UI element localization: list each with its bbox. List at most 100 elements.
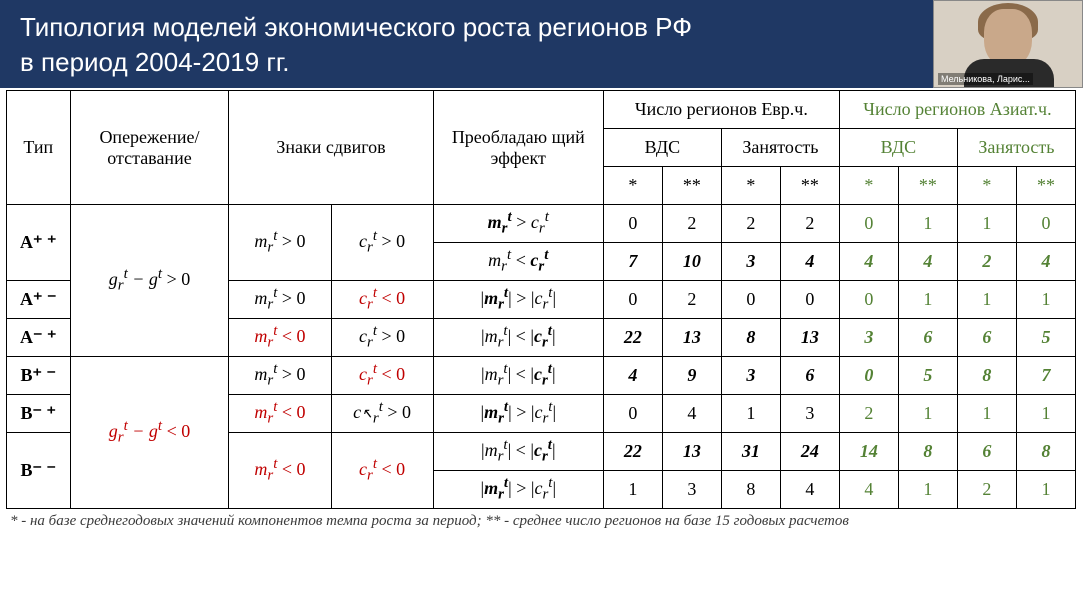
c-condition: crt > 0: [331, 205, 433, 281]
m-condition: mrt < 0: [229, 433, 331, 509]
m-condition: mrt < 0: [229, 395, 331, 433]
value-cell: 4: [898, 243, 957, 281]
table-row: B⁺ ⁻ grt − gt < 0 mrt > 0 crt < 0 |mrt| …: [7, 357, 1076, 395]
value-cell: 3: [839, 319, 898, 357]
c-condition: crt < 0: [331, 281, 433, 319]
value-cell: 4: [780, 243, 839, 281]
effect-cell: mrt > crt: [433, 205, 603, 243]
value-cell: 8: [1016, 433, 1075, 471]
value-cell: 3: [721, 357, 780, 395]
value-cell: 0: [839, 281, 898, 319]
g-condition: grt − gt > 0: [70, 205, 229, 357]
value-cell: 6: [957, 433, 1016, 471]
header-type: Тип: [7, 91, 71, 205]
header-prevailing-effect: Преобладаю щий эффект: [433, 91, 603, 205]
formula-text: grt − gt > 0: [109, 269, 191, 289]
value-cell: 4: [839, 471, 898, 509]
value-cell: 7: [603, 243, 662, 281]
value-cell: 5: [898, 357, 957, 395]
value-cell: 1: [898, 281, 957, 319]
value-cell: 6: [780, 357, 839, 395]
value-cell: 2: [839, 395, 898, 433]
value-cell: 1: [898, 205, 957, 243]
value-cell: 0: [603, 281, 662, 319]
value-cell: 3: [721, 243, 780, 281]
value-cell: 2: [957, 471, 1016, 509]
effect-cell: mrt < crt: [433, 243, 603, 281]
type-label: B⁺ ⁻: [7, 357, 71, 395]
header-asia-emp: Занятость: [957, 129, 1075, 167]
value-cell: 1: [898, 395, 957, 433]
value-cell: 13: [662, 433, 721, 471]
c-condition: crt < 0: [331, 433, 433, 509]
value-cell: 4: [1016, 243, 1075, 281]
value-cell: 4: [603, 357, 662, 395]
header-star: **: [898, 167, 957, 205]
value-cell: 1: [1016, 395, 1075, 433]
header-asia-vds: ВДС: [839, 129, 957, 167]
title-line-1: Типология моделей экономического роста р…: [20, 12, 692, 42]
value-cell: 13: [780, 319, 839, 357]
value-cell: 0: [603, 395, 662, 433]
header-star: *: [603, 167, 662, 205]
value-cell: 0: [603, 205, 662, 243]
formula-text: grt − gt < 0: [109, 421, 191, 441]
effect-cell: |mrt| < |crt|: [433, 357, 603, 395]
value-cell: 1: [721, 395, 780, 433]
value-cell: 8: [957, 357, 1016, 395]
value-cell: 5: [1016, 319, 1075, 357]
value-cell: 6: [898, 319, 957, 357]
header-lead-lag: Опережение/ отставание: [70, 91, 229, 205]
m-condition: mrt > 0: [229, 205, 331, 281]
value-cell: 2: [780, 205, 839, 243]
m-condition: mrt > 0: [229, 281, 331, 319]
value-cell: 9: [662, 357, 721, 395]
header-star: *: [721, 167, 780, 205]
value-cell: 14: [839, 433, 898, 471]
value-cell: 7: [1016, 357, 1075, 395]
value-cell: 1: [603, 471, 662, 509]
value-cell: 8: [721, 319, 780, 357]
type-label: B⁻ ⁻: [7, 433, 71, 509]
value-cell: 4: [662, 395, 721, 433]
header-euro-count: Число регионов Евр.ч.: [603, 91, 839, 129]
footnote-text: * - на базе среднегодовых значений компо…: [0, 509, 1083, 530]
webcam-thumbnail[interactable]: Мельникова, Ларис...: [933, 0, 1083, 88]
value-cell: 4: [780, 471, 839, 509]
type-label: A⁺ ⁺: [7, 205, 71, 281]
value-cell: 1: [1016, 281, 1075, 319]
value-cell: 8: [898, 433, 957, 471]
value-cell: 0: [839, 357, 898, 395]
value-cell: 0: [721, 281, 780, 319]
value-cell: 3: [662, 471, 721, 509]
header-star: *: [957, 167, 1016, 205]
c-condition: crt > 0: [331, 319, 433, 357]
value-cell: 1: [957, 205, 1016, 243]
value-cell: 1: [898, 471, 957, 509]
cursor-icon: ↖: [361, 406, 373, 423]
effect-cell: |mrt| > |crt|: [433, 395, 603, 433]
c-condition: c↖rt > 0: [331, 395, 433, 433]
title-line-2: в период 2004-2019 гг.: [20, 47, 289, 77]
value-cell: 0: [1016, 205, 1075, 243]
effect-cell: |mrt| > |crt|: [433, 471, 603, 509]
header-star: **: [662, 167, 721, 205]
g-condition: grt − gt < 0: [70, 357, 229, 509]
value-cell: 22: [603, 433, 662, 471]
type-label: A⁺ ⁻: [7, 281, 71, 319]
typology-table: Тип Опережение/ отставание Знаки сдвигов…: [6, 90, 1076, 509]
c-condition: crt < 0: [331, 357, 433, 395]
value-cell: 0: [839, 205, 898, 243]
value-cell: 2: [662, 205, 721, 243]
header-star: **: [1016, 167, 1075, 205]
value-cell: 2: [957, 243, 1016, 281]
value-cell: 31: [721, 433, 780, 471]
value-cell: 22: [603, 319, 662, 357]
header-star: *: [839, 167, 898, 205]
header-euro-emp: Занятость: [721, 129, 839, 167]
value-cell: 4: [839, 243, 898, 281]
value-cell: 1: [957, 395, 1016, 433]
header-asia-count: Число регионов Азиат.ч.: [839, 91, 1075, 129]
value-cell: 1: [957, 281, 1016, 319]
value-cell: 1: [1016, 471, 1075, 509]
